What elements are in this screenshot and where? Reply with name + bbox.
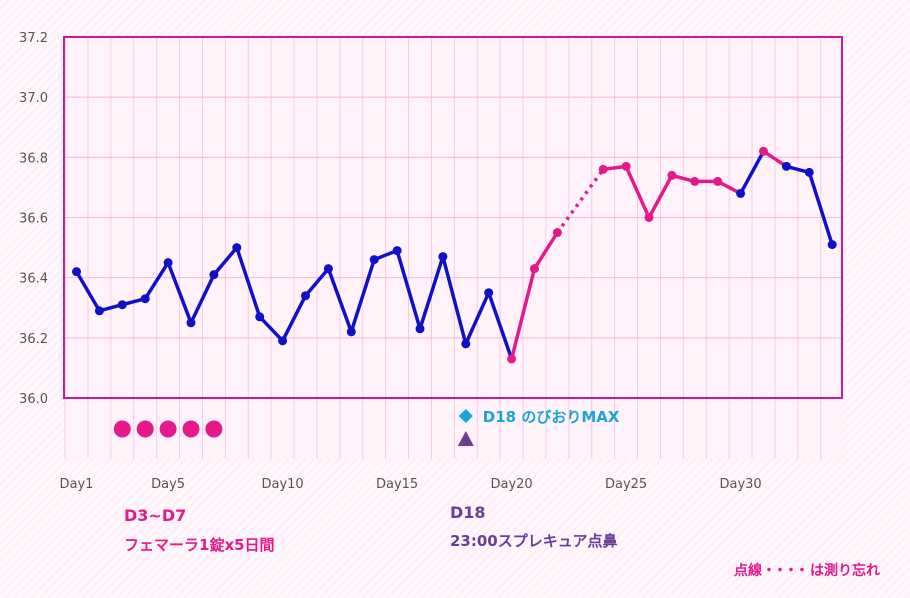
x-tick-label: Day5	[151, 477, 185, 492]
axis-ticks: 36.0 36.2 36.4 36.6 36.8 37.0 37.2 Day1 Day5 Day1…	[19, 31, 762, 492]
temperature-point	[713, 176, 723, 186]
intercourse-triangle-marker	[457, 431, 474, 446]
temperature-point	[759, 146, 768, 156]
temperature-line-segment	[762, 149, 788, 168]
event-note-title: D18	[450, 503, 486, 522]
event-markers: D18 のびおりMAX	[113, 408, 620, 446]
temperature-point	[598, 164, 608, 174]
marker-area-background	[64, 398, 842, 459]
y-tick-label: 36.2	[19, 332, 48, 347]
temperature-point	[255, 312, 265, 322]
medication-note-title: D3~D7	[124, 506, 187, 525]
event-note-detail: 23:00スプレキュア点鼻	[450, 532, 618, 550]
temperature-point	[690, 176, 700, 186]
temperature-point	[781, 161, 791, 171]
medication-marker	[182, 420, 200, 438]
temperature-line-segment	[74, 245, 514, 360]
medication-marker	[159, 420, 177, 438]
medication-marker	[113, 420, 131, 438]
x-tick-label: Day25	[605, 477, 647, 492]
temperature-point	[346, 327, 356, 337]
temperature-point	[72, 267, 81, 277]
x-tick-label: Day15	[376, 477, 418, 492]
temperature-point	[507, 354, 517, 364]
temperature-point	[644, 213, 654, 222]
medication-marker	[136, 420, 154, 438]
y-tick-label: 37.2	[19, 31, 48, 46]
temperature-point	[163, 258, 173, 268]
y-tick-label: 36.0	[19, 392, 48, 407]
temperature-point	[323, 264, 333, 274]
y-tick-label: 36.4	[19, 272, 48, 287]
temperature-point	[301, 291, 310, 301]
temperature-point	[484, 288, 494, 298]
temperature-point	[278, 336, 288, 346]
medication-marker	[205, 420, 223, 438]
grid	[64, 37, 842, 459]
dotted-legend-dots: ・・・・	[762, 563, 809, 579]
temperature-point	[94, 306, 104, 316]
x-tick-label: Day20	[490, 477, 532, 492]
medication-note-detail: フェマーラ1錠x5日間	[124, 536, 275, 554]
temperature-point	[232, 243, 242, 253]
x-tick-label: Day1	[60, 477, 94, 492]
x-tick-label: Day30	[719, 477, 761, 492]
temperature-point	[530, 264, 539, 274]
temperature-point	[736, 188, 746, 198]
y-tick-label: 36.6	[19, 212, 48, 227]
dotted-legend-suffix: は測り忘れ	[810, 563, 880, 579]
plot-frame	[63, 36, 843, 399]
temperature-point	[621, 161, 631, 171]
temperature-point	[415, 324, 425, 334]
dotted-line-legend: 点線・・・・ は測り忘れ	[734, 560, 880, 580]
temperature-point	[369, 255, 379, 265]
temperature-point	[140, 294, 150, 304]
temperature-point	[552, 228, 562, 238]
temperature-point	[804, 167, 814, 177]
missed-measurement-dotted-line	[555, 168, 605, 234]
y-tick-label: 37.0	[19, 91, 48, 106]
temperature-point	[117, 300, 127, 310]
temperature-point	[186, 318, 196, 328]
temperature-point	[827, 240, 837, 250]
temperature-line-segment	[739, 150, 766, 195]
dotted-legend-prefix: 点線	[734, 563, 762, 579]
temperature-point	[209, 270, 219, 280]
temperature-point	[461, 339, 471, 349]
temperature-point	[438, 252, 448, 262]
y-tick-label: 36.8	[19, 151, 48, 166]
temperature-points	[72, 146, 837, 364]
temperature-point	[392, 246, 402, 256]
x-tick-label: Day10	[261, 477, 303, 492]
lh-max-marker-label: D18 のびおりMAX	[483, 408, 620, 426]
lh-max-diamond-marker	[458, 409, 473, 423]
temperature-point	[667, 170, 677, 180]
